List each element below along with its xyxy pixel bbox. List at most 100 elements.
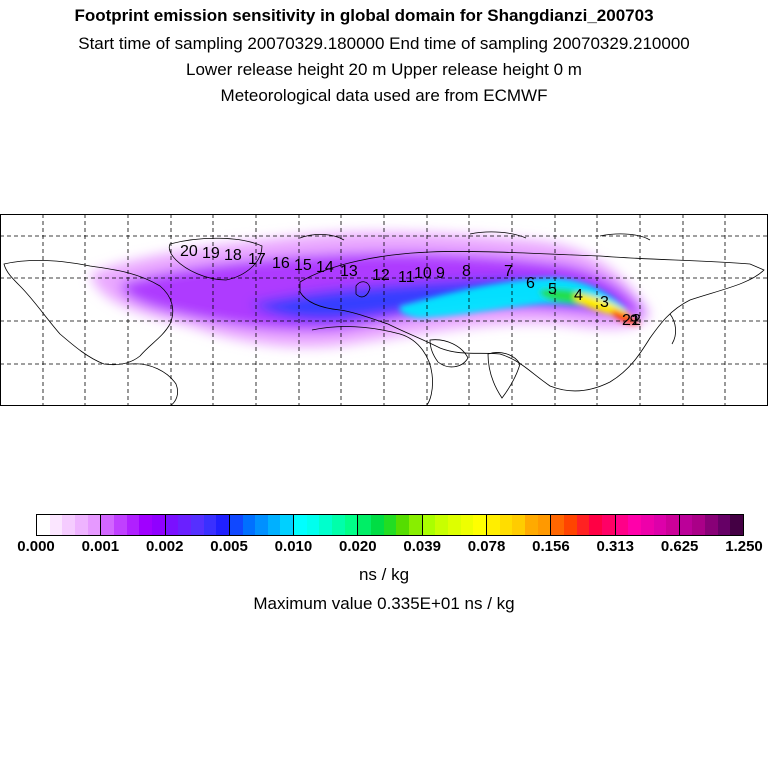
colorbar-cell (319, 515, 333, 535)
colorbar-cell (448, 515, 461, 535)
colorbar-cell (139, 515, 152, 535)
colorbar-cell (178, 515, 191, 535)
footprint-map: 21 2 3 4 5 6 7 8 9 10 11 12 13 14 15 16 … (0, 214, 768, 406)
colorbar-cell (203, 515, 217, 535)
emission-plume (90, 232, 650, 348)
colorbar-tick-label: 0.002 (145, 538, 184, 555)
colorbar-cell (601, 515, 615, 535)
colorbar-cell (280, 515, 294, 535)
colorbar-cell (730, 515, 744, 535)
colorbar-tick-label: 0.001 (81, 538, 120, 555)
sampling-times: Start time of sampling 20070329.180000 E… (78, 34, 690, 53)
colorbar-cell (409, 515, 422, 535)
colorbar-tick-label: 0.313 (596, 538, 635, 555)
plume-yellow (574, 294, 630, 316)
colorbar-cell (537, 515, 551, 535)
colorbar-cell (499, 515, 513, 535)
release-location-marker (630, 314, 638, 322)
colorbar-cell (49, 515, 63, 535)
greenland-outline (168, 237, 263, 281)
colorbar (36, 514, 744, 536)
traj-label-3: 3 (600, 294, 609, 311)
colorbar-cell (421, 515, 436, 535)
traj-label-6: 6 (526, 275, 535, 292)
traj-label-12: 12 (372, 267, 390, 284)
coastlines (3, 231, 765, 406)
colorbar-tick-label: 0.000 (17, 538, 55, 555)
africa-outline (311, 326, 433, 406)
colorbar-tick-label: 1.250 (725, 538, 763, 555)
traj-label-9: 9 (436, 265, 445, 282)
plume-cyan (399, 278, 628, 318)
colorbar-cell (62, 515, 75, 535)
uk-outline (355, 281, 371, 298)
arabia-outline (429, 339, 469, 368)
colorbar-cell (293, 515, 307, 535)
traj-label-17: 17 (248, 251, 266, 268)
colorbar-tick-label: 0.078 (467, 538, 506, 555)
traj-label-10: 10 (414, 265, 432, 282)
colorbar-cell (550, 515, 564, 535)
colorbar-cell (576, 515, 590, 535)
traj-label-11: 11 (398, 269, 415, 286)
traj-label-21: 21 (622, 312, 640, 329)
colorbar-tick-label: 0.020 (339, 538, 377, 555)
release-heights: Lower release height 20 m Upper release … (186, 60, 582, 79)
colorbar-cell (332, 515, 345, 535)
colorbar-cell (267, 515, 281, 535)
colorbar-cell (512, 515, 525, 535)
colorbar-cell (485, 515, 500, 535)
colorbar-cell (74, 515, 88, 535)
colorbar-tick-label: 0.010 (274, 538, 313, 555)
north-america-outline (3, 259, 174, 366)
colorbar-cell (242, 515, 256, 535)
traj-label-4: 4 (574, 287, 583, 304)
colorbar-cell (357, 515, 372, 535)
colorbar-cell (371, 515, 384, 535)
traj-label-14: 14 (316, 259, 334, 276)
colorbar-cell (678, 515, 693, 535)
colorbar-cell (126, 515, 140, 535)
colorbar-cell (524, 515, 538, 535)
colorbar-cell (640, 515, 654, 535)
colorbar-cell (717, 515, 731, 535)
colorbar-cell (614, 515, 629, 535)
traj-label-15: 15 (294, 257, 312, 274)
japan-outline (669, 313, 676, 345)
colorbar-cell (344, 515, 358, 535)
colorbar-cell (228, 515, 243, 535)
colorbar-tick-label: 0.039 (403, 538, 441, 555)
colorbar-cell (589, 515, 602, 535)
traj-label-5: 5 (548, 281, 557, 298)
colorbar-cell (435, 515, 448, 535)
colorbar-tick-labels: 0.000 0.001 0.002 0.005 0.010 0.020 0.039 0.078… (0, 538, 768, 560)
colorbar-cell (666, 515, 679, 535)
colorbar-cell (100, 515, 114, 535)
south-america-outline (129, 363, 178, 406)
colorbar-cell (705, 515, 718, 535)
colorbar-cell (255, 515, 268, 535)
traj-label-16: 16 (272, 255, 290, 272)
colorbar-cell (628, 515, 641, 535)
colorbar-cell (306, 515, 320, 535)
met-data-note: Meteorological data used are from ECMWF (220, 86, 548, 105)
traj-label-18: 18 (224, 247, 242, 264)
colorbar-cell (164, 515, 179, 535)
colorbar-cell (37, 515, 50, 535)
colorbar-cell (383, 515, 397, 535)
traj-label-19: 19 (202, 245, 220, 262)
colorbar-cell (216, 515, 229, 535)
colorbar-cell (653, 515, 667, 535)
colorbar-cell (396, 515, 410, 535)
trajectory-day-labels: 21 2 3 4 5 6 7 8 9 10 11 12 13 14 15 16 … (180, 243, 641, 329)
colorbar-tick-label: 0.156 (532, 538, 570, 555)
traj-label-20: 20 (180, 243, 198, 260)
traj-label-8: 8 (462, 263, 471, 280)
traj-label-7: 7 (504, 263, 513, 280)
colorbar-cell (563, 515, 577, 535)
map-title: Footprint emission sensitivity in global… (74, 6, 654, 25)
traj-label-13: 13 (340, 263, 358, 280)
colorbar-cell (151, 515, 165, 535)
colorbar-cell (460, 515, 474, 535)
colorbar-cell (473, 515, 486, 535)
